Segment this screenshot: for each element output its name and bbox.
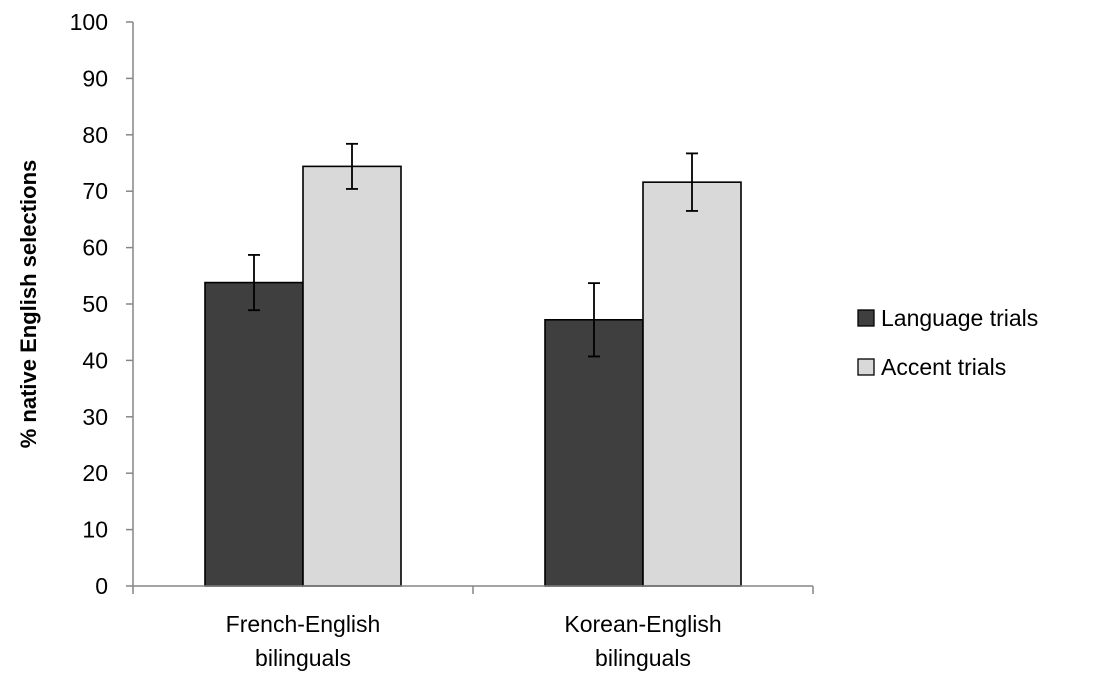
y-axis xyxy=(126,21,134,587)
y-tick-label: 0 xyxy=(95,573,108,599)
y-tick-label: 20 xyxy=(82,460,108,486)
y-tick-label: 30 xyxy=(82,404,108,430)
y-tick-label: 70 xyxy=(82,178,108,204)
category-labels: French-English bilinguals Korean-English bi… xyxy=(226,611,722,671)
bars xyxy=(204,165,742,587)
legend-label: Language trials xyxy=(881,305,1038,331)
x-tick-label: bilinguals xyxy=(255,645,351,671)
y-tick-label: 80 xyxy=(82,122,108,148)
bar-accent-2 xyxy=(642,181,742,587)
y-tick-label: 100 xyxy=(70,9,108,35)
bar-language-1 xyxy=(204,281,304,587)
y-axis-label: % native English selections xyxy=(16,160,41,449)
x-tick-label: Korean-English xyxy=(564,611,721,637)
x-axis xyxy=(132,585,814,594)
legend-label: Accent trials xyxy=(881,354,1006,380)
y-tick-label: 40 xyxy=(82,347,108,373)
bar-language-2 xyxy=(544,318,644,587)
y-tick-label: 60 xyxy=(82,235,108,261)
y-tick-labels: 0 10 20 30 40 50 60 70 80 90 100 xyxy=(70,9,108,599)
x-tick-label: bilinguals xyxy=(595,645,691,671)
bar-accent-1 xyxy=(302,165,402,587)
y-tick-label: 50 xyxy=(82,291,108,317)
error-bars xyxy=(248,142,698,358)
y-tick-label: 10 xyxy=(82,517,108,543)
legend-swatch xyxy=(857,309,875,327)
legend: Language trials Accent trials xyxy=(857,305,1038,380)
x-tick-label: French-English xyxy=(226,611,381,637)
legend-swatch xyxy=(857,358,875,376)
y-tick-label: 90 xyxy=(82,65,108,91)
